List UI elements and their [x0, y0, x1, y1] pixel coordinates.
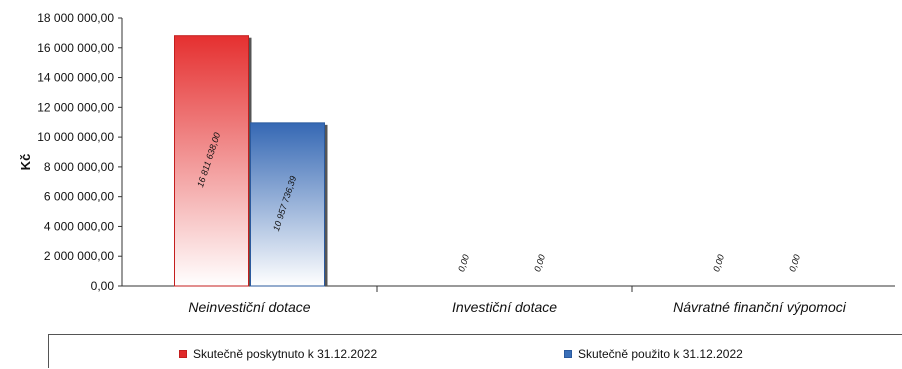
data-label: 0,00	[711, 253, 726, 273]
y-tick-label: 8 000 000,00	[44, 160, 114, 174]
y-axis-label: Kč	[18, 154, 33, 171]
y-tick-label: 16 000 000,00	[37, 41, 114, 55]
data-label: 0,00	[787, 253, 802, 273]
y-tick-label: 10 000 000,00	[37, 130, 114, 144]
legend-label: Skutečně poskytnuto k 31.12.2022	[193, 347, 378, 361]
y-tick-label: 0,00	[91, 279, 115, 293]
category-label: Neinvestiční dotace	[188, 299, 310, 315]
legend-item-poskytnuto: Skutečně poskytnuto k 31.12.2022	[179, 347, 377, 361]
y-tick-label: 18 000 000,00	[37, 11, 114, 25]
y-tick-label: 12 000 000,00	[37, 100, 114, 114]
y-tick-label: 6 000 000,00	[44, 190, 114, 204]
legend-swatch-blue	[564, 350, 572, 358]
y-tick-label: 2 000 000,00	[44, 249, 114, 263]
bar-poskytnuto	[174, 35, 249, 287]
legend-item-pouzito: Skutečně použito k 31.12.2022	[564, 347, 743, 361]
category-label: Investiční dotace	[452, 299, 557, 315]
y-tick-label: 14 000 000,00	[37, 71, 114, 85]
y-tick-label: 4 000 000,00	[44, 219, 114, 233]
bar-pouzito	[250, 122, 325, 287]
data-label: 0,00	[532, 253, 547, 273]
legend: Skutečně poskytnuto k 31.12.2022 Skutečn…	[48, 334, 902, 368]
category-label: Návratné finanční výpomoci	[673, 299, 847, 315]
legend-label: Skutečně použito k 31.12.2022	[578, 347, 743, 361]
legend-swatch-red	[179, 350, 187, 358]
data-label: 0,00	[456, 253, 471, 273]
